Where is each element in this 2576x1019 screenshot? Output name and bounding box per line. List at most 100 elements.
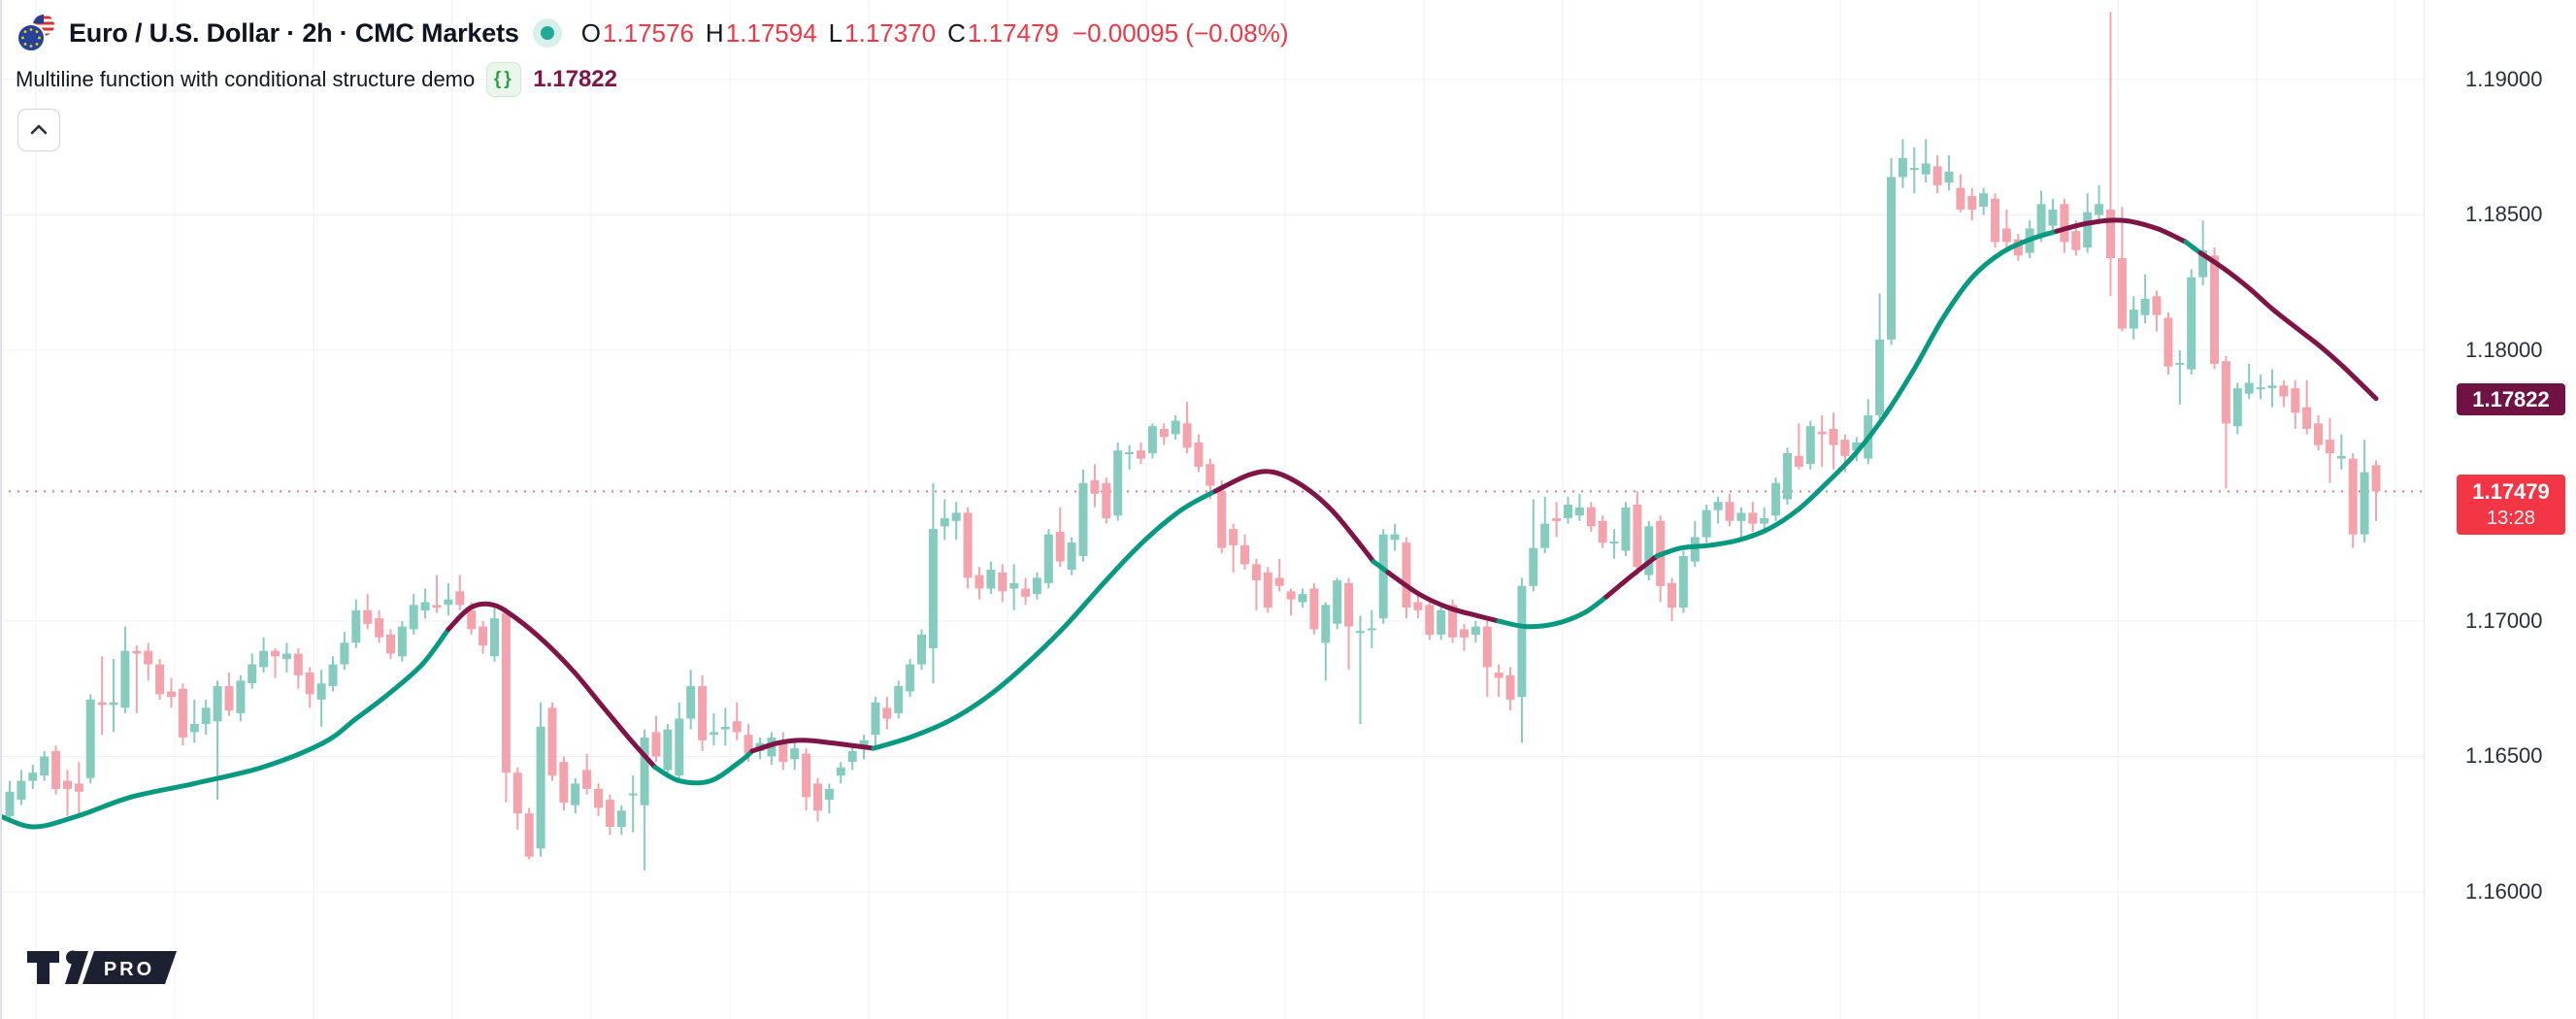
candle-body	[1321, 605, 1331, 643]
candle-body	[479, 626, 488, 646]
candle-body	[1182, 423, 1192, 448]
candle-body	[1621, 507, 1631, 551]
candle-body	[178, 688, 187, 738]
candle-body	[802, 753, 811, 798]
candle-body	[1586, 507, 1596, 527]
candle-body	[1159, 428, 1169, 438]
candle-body	[409, 605, 418, 630]
candle-body	[1413, 602, 1423, 610]
candle-body	[1701, 510, 1711, 538]
ma-segment-purple	[1385, 570, 1502, 624]
candle-body	[559, 762, 569, 803]
candle-body	[120, 650, 130, 708]
candle-body	[1425, 605, 1435, 635]
candle-body	[1229, 529, 1238, 545]
candle-body	[732, 721, 742, 733]
last-price-badge: 1.17479 13:28	[2457, 475, 2565, 535]
candle-body	[340, 642, 349, 665]
price-axis[interactable]: 1.17822 1.17479 13:28 1.19000 1.18500 1.18…	[2424, 0, 2576, 1019]
candle-body	[1043, 534, 1053, 583]
candle-body	[213, 686, 222, 722]
candle-body	[2013, 239, 2023, 256]
candle-body	[1932, 166, 1942, 185]
candle-body	[189, 724, 199, 733]
market-status-icon[interactable]	[532, 17, 563, 49]
open-label: O	[580, 17, 601, 48]
candle-body	[2129, 310, 2138, 329]
candle-body	[2060, 204, 2069, 243]
candle-body	[1725, 502, 1734, 521]
candle-body	[616, 810, 626, 827]
candle-body	[2117, 258, 2127, 329]
collapse-legend-button[interactable]	[17, 109, 60, 151]
ma-segment-purple	[749, 738, 876, 754]
candle-body	[2198, 249, 2208, 278]
symbol-legend[interactable]: Euro / U.S. Dollar · 2h · CMC Markets O …	[16, 14, 1289, 52]
candle-body	[1378, 534, 1388, 619]
candle-body	[512, 772, 522, 814]
axis-label: 1.16500	[2465, 743, 2543, 768]
candle-body	[1668, 582, 1676, 608]
candle-body	[1147, 426, 1157, 453]
candle-body	[1274, 577, 1284, 586]
candle-body	[1194, 442, 1204, 467]
candle-body	[328, 664, 338, 686]
candle-body	[363, 609, 373, 624]
candle-body	[1286, 591, 1296, 600]
candle-body	[1402, 542, 1411, 608]
candle-body	[1771, 482, 1781, 516]
pro-badge: PRO	[104, 959, 154, 980]
tradingview-logo[interactable]: PRO	[25, 947, 179, 991]
candle-body	[675, 718, 684, 775]
candle-body	[536, 726, 545, 849]
candle-body	[651, 732, 661, 757]
candle-body	[906, 664, 915, 692]
candle-body	[847, 750, 857, 763]
candle-body	[743, 735, 753, 754]
candle-body	[51, 750, 61, 789]
indicator-legend[interactable]: Multiline function with conditional stru…	[16, 62, 617, 97]
candle-body	[2325, 440, 2334, 454]
symbol-title[interactable]: Euro / U.S. Dollar · 2h · CMC Markets	[69, 17, 519, 48]
candle-body	[1460, 629, 1469, 638]
ma-segment-teal	[652, 748, 755, 786]
tv-logo-mark	[27, 951, 59, 984]
candle-body	[1113, 450, 1123, 516]
ohlc-legend: O 1.17576 H 1.17594 L 1.17370 C 1.17479 …	[576, 18, 1289, 49]
candle-body	[1137, 450, 1145, 459]
candle-body	[1956, 187, 1965, 210]
candle-body	[1909, 168, 1919, 171]
indicator-name[interactable]: Multiline function with conditional stru…	[16, 67, 476, 91]
candle-body	[1921, 163, 1931, 175]
candle-body	[998, 572, 1007, 592]
candle-body	[1171, 420, 1180, 435]
candle-body	[1437, 609, 1446, 635]
candle-body	[167, 691, 176, 698]
change-value: −0.00095 (−0.08%)	[1072, 17, 1289, 48]
candle-body	[1967, 196, 1977, 210]
candle-body	[1067, 542, 1076, 570]
candle-body	[1309, 588, 1319, 630]
ma-segment-purple	[1212, 469, 1376, 565]
candle-body	[882, 707, 892, 719]
close-label: C	[947, 17, 966, 48]
candle-body	[28, 772, 38, 781]
ma-segment-purple	[1603, 553, 1660, 600]
candle-body	[155, 664, 165, 695]
candle-body	[1690, 537, 1700, 562]
candle-body	[813, 783, 822, 811]
candle-body	[1944, 171, 1954, 183]
candle-body	[974, 575, 984, 589]
candle-body	[2279, 385, 2289, 397]
indicator-price-badge: 1.17822	[2457, 383, 2565, 415]
candle-body	[2314, 423, 2323, 445]
candle-body	[1078, 482, 1088, 556]
braces-icon: {}	[486, 62, 522, 97]
candle-body	[582, 770, 592, 789]
candle-body	[824, 789, 834, 801]
candles-series	[5, 12, 2381, 871]
candle-body	[1355, 631, 1365, 634]
candle-body	[1205, 464, 1215, 486]
candle-body	[2083, 212, 2093, 247]
